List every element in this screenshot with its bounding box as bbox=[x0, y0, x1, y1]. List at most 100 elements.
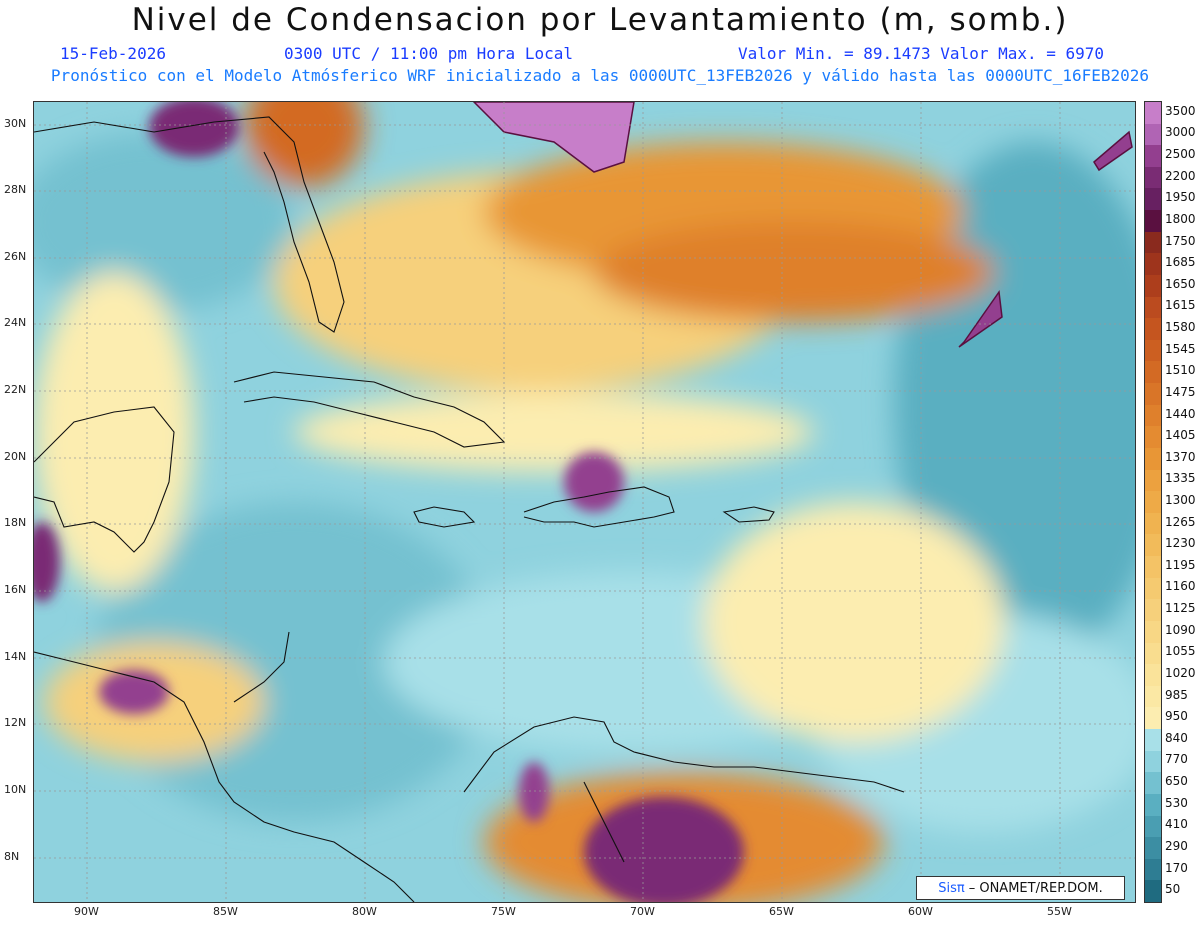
colorbar-swatch bbox=[1145, 231, 1161, 254]
colorbar-swatch bbox=[1145, 491, 1161, 514]
colorbar-label: 1300 bbox=[1165, 493, 1196, 507]
colorbar-swatch bbox=[1145, 188, 1161, 211]
colorbar-label: 1950 bbox=[1165, 190, 1196, 205]
colorbar-label: 3000 bbox=[1165, 125, 1196, 140]
credit-text: – ONAMET/REP.DOM. bbox=[968, 880, 1103, 896]
colorbar-swatch bbox=[1145, 469, 1161, 492]
colorbar-label: 1090 bbox=[1165, 622, 1196, 637]
map-title: Nivel de Condensacion por Levantamiento … bbox=[131, 2, 1069, 38]
min-max-values: Valor Min. = 89.1473 Valor Max. = 6970 bbox=[738, 44, 1105, 63]
lat-label: 14N bbox=[4, 650, 27, 663]
colorbar-label: 770 bbox=[1165, 752, 1188, 767]
colorbar-label: 1650 bbox=[1165, 276, 1196, 291]
colorbar-label: 1230 bbox=[1165, 536, 1196, 551]
colorbar-label: 840 bbox=[1165, 730, 1188, 745]
colorbar-swatch bbox=[1145, 145, 1161, 168]
colorbar-label: 1685 bbox=[1165, 255, 1196, 270]
colorbar-swatch bbox=[1145, 339, 1161, 362]
colorbar-label: 170 bbox=[1165, 860, 1188, 875]
colorbar-swatch bbox=[1145, 642, 1161, 665]
lon-label: 75W bbox=[491, 905, 516, 918]
lat-label: 28N bbox=[4, 183, 27, 196]
colorbar bbox=[1144, 101, 1162, 903]
lat-label: 24N bbox=[4, 316, 27, 329]
colorbar-label: 1370 bbox=[1165, 449, 1196, 464]
colorbar-swatch bbox=[1145, 274, 1161, 298]
colorbar-swatch bbox=[1145, 599, 1161, 622]
valid-time: 0300 UTC / 11:00 pm Hora Local bbox=[284, 44, 573, 63]
colorbar-swatch bbox=[1145, 123, 1161, 146]
colorbar-swatch bbox=[1145, 772, 1161, 795]
colorbar-swatch bbox=[1145, 361, 1161, 384]
colorbar-swatch bbox=[1145, 685, 1161, 708]
colorbar-swatch bbox=[1145, 556, 1161, 579]
forecast-info: Pronóstico con el Modelo Atmósferico WRF… bbox=[50, 66, 1150, 85]
lat-label: 16N bbox=[4, 583, 27, 596]
colorbar-label: 50 bbox=[1165, 882, 1181, 897]
colorbar-label: 1265 bbox=[1165, 514, 1196, 529]
lon-label: 85W bbox=[213, 905, 238, 918]
colorbar-label: 1750 bbox=[1165, 233, 1196, 248]
colorbar-swatch bbox=[1145, 729, 1161, 752]
lat-label: 20N bbox=[4, 450, 27, 463]
colorbar-swatch bbox=[1145, 750, 1161, 773]
valid-date: 15-Feb-2026 bbox=[60, 44, 166, 63]
colorbar-swatch bbox=[1145, 577, 1161, 600]
colorbar-label: 290 bbox=[1165, 838, 1188, 853]
lat-label: 8N bbox=[4, 850, 20, 863]
colorbar-label: 1580 bbox=[1165, 320, 1196, 335]
colorbar-swatch bbox=[1145, 512, 1161, 535]
colorbar-label: 2200 bbox=[1165, 168, 1196, 183]
colorbar-swatch bbox=[1145, 534, 1161, 557]
colorbar-label: 1125 bbox=[1165, 601, 1196, 616]
colorbar-label: 1800 bbox=[1165, 211, 1196, 226]
colorbar-label: 1195 bbox=[1165, 557, 1196, 572]
credit-box: Sisπ – ONAMET/REP.DOM. bbox=[916, 876, 1125, 900]
colorbar-label: 950 bbox=[1165, 709, 1188, 724]
colorbar-swatch bbox=[1145, 880, 1161, 903]
lat-label: 12N bbox=[4, 716, 27, 729]
colorbar-label: 2500 bbox=[1165, 147, 1196, 162]
colorbar-swatch bbox=[1145, 447, 1161, 471]
colorbar-swatch bbox=[1145, 707, 1161, 730]
colorbar-swatch bbox=[1145, 253, 1161, 276]
sispi-logo: Sisπ bbox=[938, 880, 965, 896]
colorbar-swatch bbox=[1145, 166, 1161, 189]
colorbar-label: 650 bbox=[1165, 774, 1188, 789]
lon-label: 60W bbox=[908, 905, 933, 918]
lon-label: 80W bbox=[352, 905, 377, 918]
colorbar-label: 1510 bbox=[1165, 363, 1196, 378]
colorbar-swatch bbox=[1145, 210, 1161, 233]
colorbar-swatch bbox=[1145, 664, 1161, 687]
lon-label: 70W bbox=[630, 905, 655, 918]
colorbar-label: 1335 bbox=[1165, 471, 1196, 486]
colorbar-label: 530 bbox=[1165, 795, 1188, 810]
colorbar-label: 985 bbox=[1165, 687, 1188, 702]
colorbar-label: 410 bbox=[1165, 817, 1188, 832]
colorbar-label: 1405 bbox=[1165, 428, 1196, 443]
grid-lines bbox=[34, 102, 1135, 902]
lon-label: 65W bbox=[769, 905, 794, 918]
colorbar-swatch bbox=[1145, 296, 1161, 319]
lcl-field-map bbox=[34, 102, 1135, 902]
colorbar-label: 1020 bbox=[1165, 665, 1196, 680]
lon-label: 55W bbox=[1047, 905, 1072, 918]
lat-label: 22N bbox=[4, 383, 27, 396]
colorbar-swatch bbox=[1145, 815, 1161, 838]
colorbar-label: 1475 bbox=[1165, 384, 1196, 399]
colorbar-swatch bbox=[1145, 383, 1161, 406]
lat-label: 26N bbox=[4, 250, 27, 263]
colorbar-swatch bbox=[1145, 858, 1161, 881]
lon-label: 90W bbox=[74, 905, 99, 918]
lat-label: 30N bbox=[4, 117, 27, 130]
colorbar-label: 1440 bbox=[1165, 406, 1196, 421]
colorbar-label: 3500 bbox=[1165, 103, 1196, 118]
colorbar-label: 1615 bbox=[1165, 298, 1196, 313]
colorbar-swatch bbox=[1145, 620, 1161, 644]
colorbar-swatch bbox=[1145, 793, 1161, 816]
coastlines bbox=[34, 116, 905, 902]
colorbar-swatch bbox=[1145, 426, 1161, 449]
colorbar-swatch bbox=[1145, 318, 1161, 341]
lat-label: 10N bbox=[4, 783, 27, 796]
lat-label: 18N bbox=[4, 516, 27, 529]
